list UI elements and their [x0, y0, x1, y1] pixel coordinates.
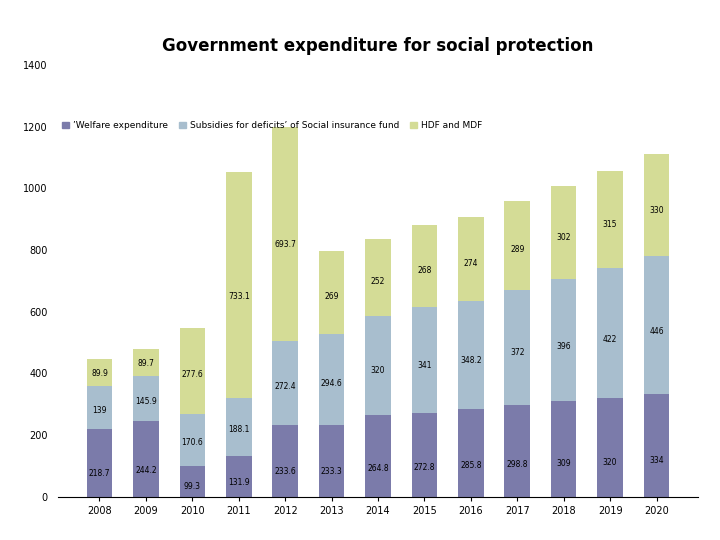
- Bar: [226, 398, 251, 456]
- Bar: [133, 421, 158, 497]
- Text: 320: 320: [603, 458, 617, 467]
- Bar: [319, 251, 344, 334]
- Bar: [598, 268, 623, 398]
- Text: 396: 396: [557, 342, 571, 351]
- Bar: [179, 414, 205, 466]
- Text: 131.9: 131.9: [228, 478, 250, 487]
- Bar: [365, 316, 391, 415]
- Text: 188.1: 188.1: [228, 426, 249, 435]
- Text: 309: 309: [557, 459, 571, 468]
- Bar: [86, 387, 112, 429]
- Bar: [226, 456, 251, 497]
- Text: 330: 330: [649, 206, 664, 215]
- Text: 145.9: 145.9: [135, 397, 157, 406]
- Text: 272.8: 272.8: [414, 463, 435, 472]
- Bar: [179, 328, 205, 414]
- Text: 302: 302: [557, 233, 571, 242]
- Bar: [458, 217, 484, 301]
- Bar: [272, 126, 298, 341]
- Text: 341: 341: [417, 361, 432, 370]
- Text: 233.3: 233.3: [320, 467, 343, 476]
- Bar: [412, 225, 437, 307]
- Bar: [272, 341, 298, 425]
- Bar: [551, 186, 577, 279]
- Bar: [412, 413, 437, 497]
- Text: 244.2: 244.2: [135, 466, 157, 475]
- Text: 446: 446: [649, 327, 664, 336]
- Bar: [319, 425, 344, 497]
- Text: 272.4: 272.4: [274, 382, 296, 392]
- Text: 99.3: 99.3: [184, 482, 201, 490]
- Bar: [272, 425, 298, 497]
- Text: 268: 268: [417, 266, 431, 275]
- Bar: [644, 394, 670, 497]
- Text: 170.6: 170.6: [181, 438, 203, 447]
- Bar: [458, 409, 484, 497]
- Text: 277.6: 277.6: [181, 370, 203, 380]
- Bar: [133, 376, 158, 421]
- Bar: [86, 429, 112, 497]
- Text: 733.1: 733.1: [228, 292, 250, 301]
- Legend: ’Welfare expenditure, Subsidies for deficits’ of Social insurance fund, HDF and : ’Welfare expenditure, Subsidies for defi…: [62, 121, 482, 130]
- Bar: [226, 172, 251, 398]
- Bar: [365, 239, 391, 316]
- Bar: [644, 154, 670, 256]
- Text: 693.7: 693.7: [274, 240, 296, 249]
- Bar: [458, 301, 484, 409]
- Bar: [86, 359, 112, 387]
- Bar: [505, 290, 530, 404]
- Text: 264.8: 264.8: [367, 464, 389, 472]
- Bar: [412, 307, 437, 413]
- Bar: [551, 279, 577, 401]
- Bar: [319, 334, 344, 425]
- Bar: [505, 201, 530, 290]
- Text: 334: 334: [649, 456, 664, 465]
- Text: 269: 269: [324, 292, 339, 301]
- Text: 294.6: 294.6: [320, 380, 343, 388]
- Text: 348.2: 348.2: [460, 356, 482, 364]
- Text: 252: 252: [371, 277, 385, 286]
- Text: 274: 274: [464, 259, 478, 268]
- Bar: [598, 398, 623, 497]
- Bar: [598, 171, 623, 268]
- Text: 233.6: 233.6: [274, 467, 296, 476]
- Text: 315: 315: [603, 220, 617, 228]
- Bar: [179, 466, 205, 497]
- Bar: [551, 401, 577, 497]
- Text: 218.7: 218.7: [89, 469, 110, 478]
- Text: 89.9: 89.9: [91, 369, 108, 379]
- Text: 89.7: 89.7: [138, 360, 154, 368]
- Bar: [365, 415, 391, 497]
- Text: 422: 422: [603, 335, 617, 344]
- Text: 289: 289: [510, 245, 524, 254]
- Text: 372: 372: [510, 348, 524, 357]
- Text: 285.8: 285.8: [460, 462, 482, 470]
- Text: 298.8: 298.8: [506, 460, 528, 469]
- Text: 139: 139: [92, 406, 107, 415]
- Text: 320: 320: [371, 366, 385, 375]
- Bar: [644, 256, 670, 394]
- Title: Government expenditure for social protection: Government expenditure for social protec…: [162, 37, 594, 55]
- Bar: [133, 349, 158, 376]
- Bar: [505, 404, 530, 497]
